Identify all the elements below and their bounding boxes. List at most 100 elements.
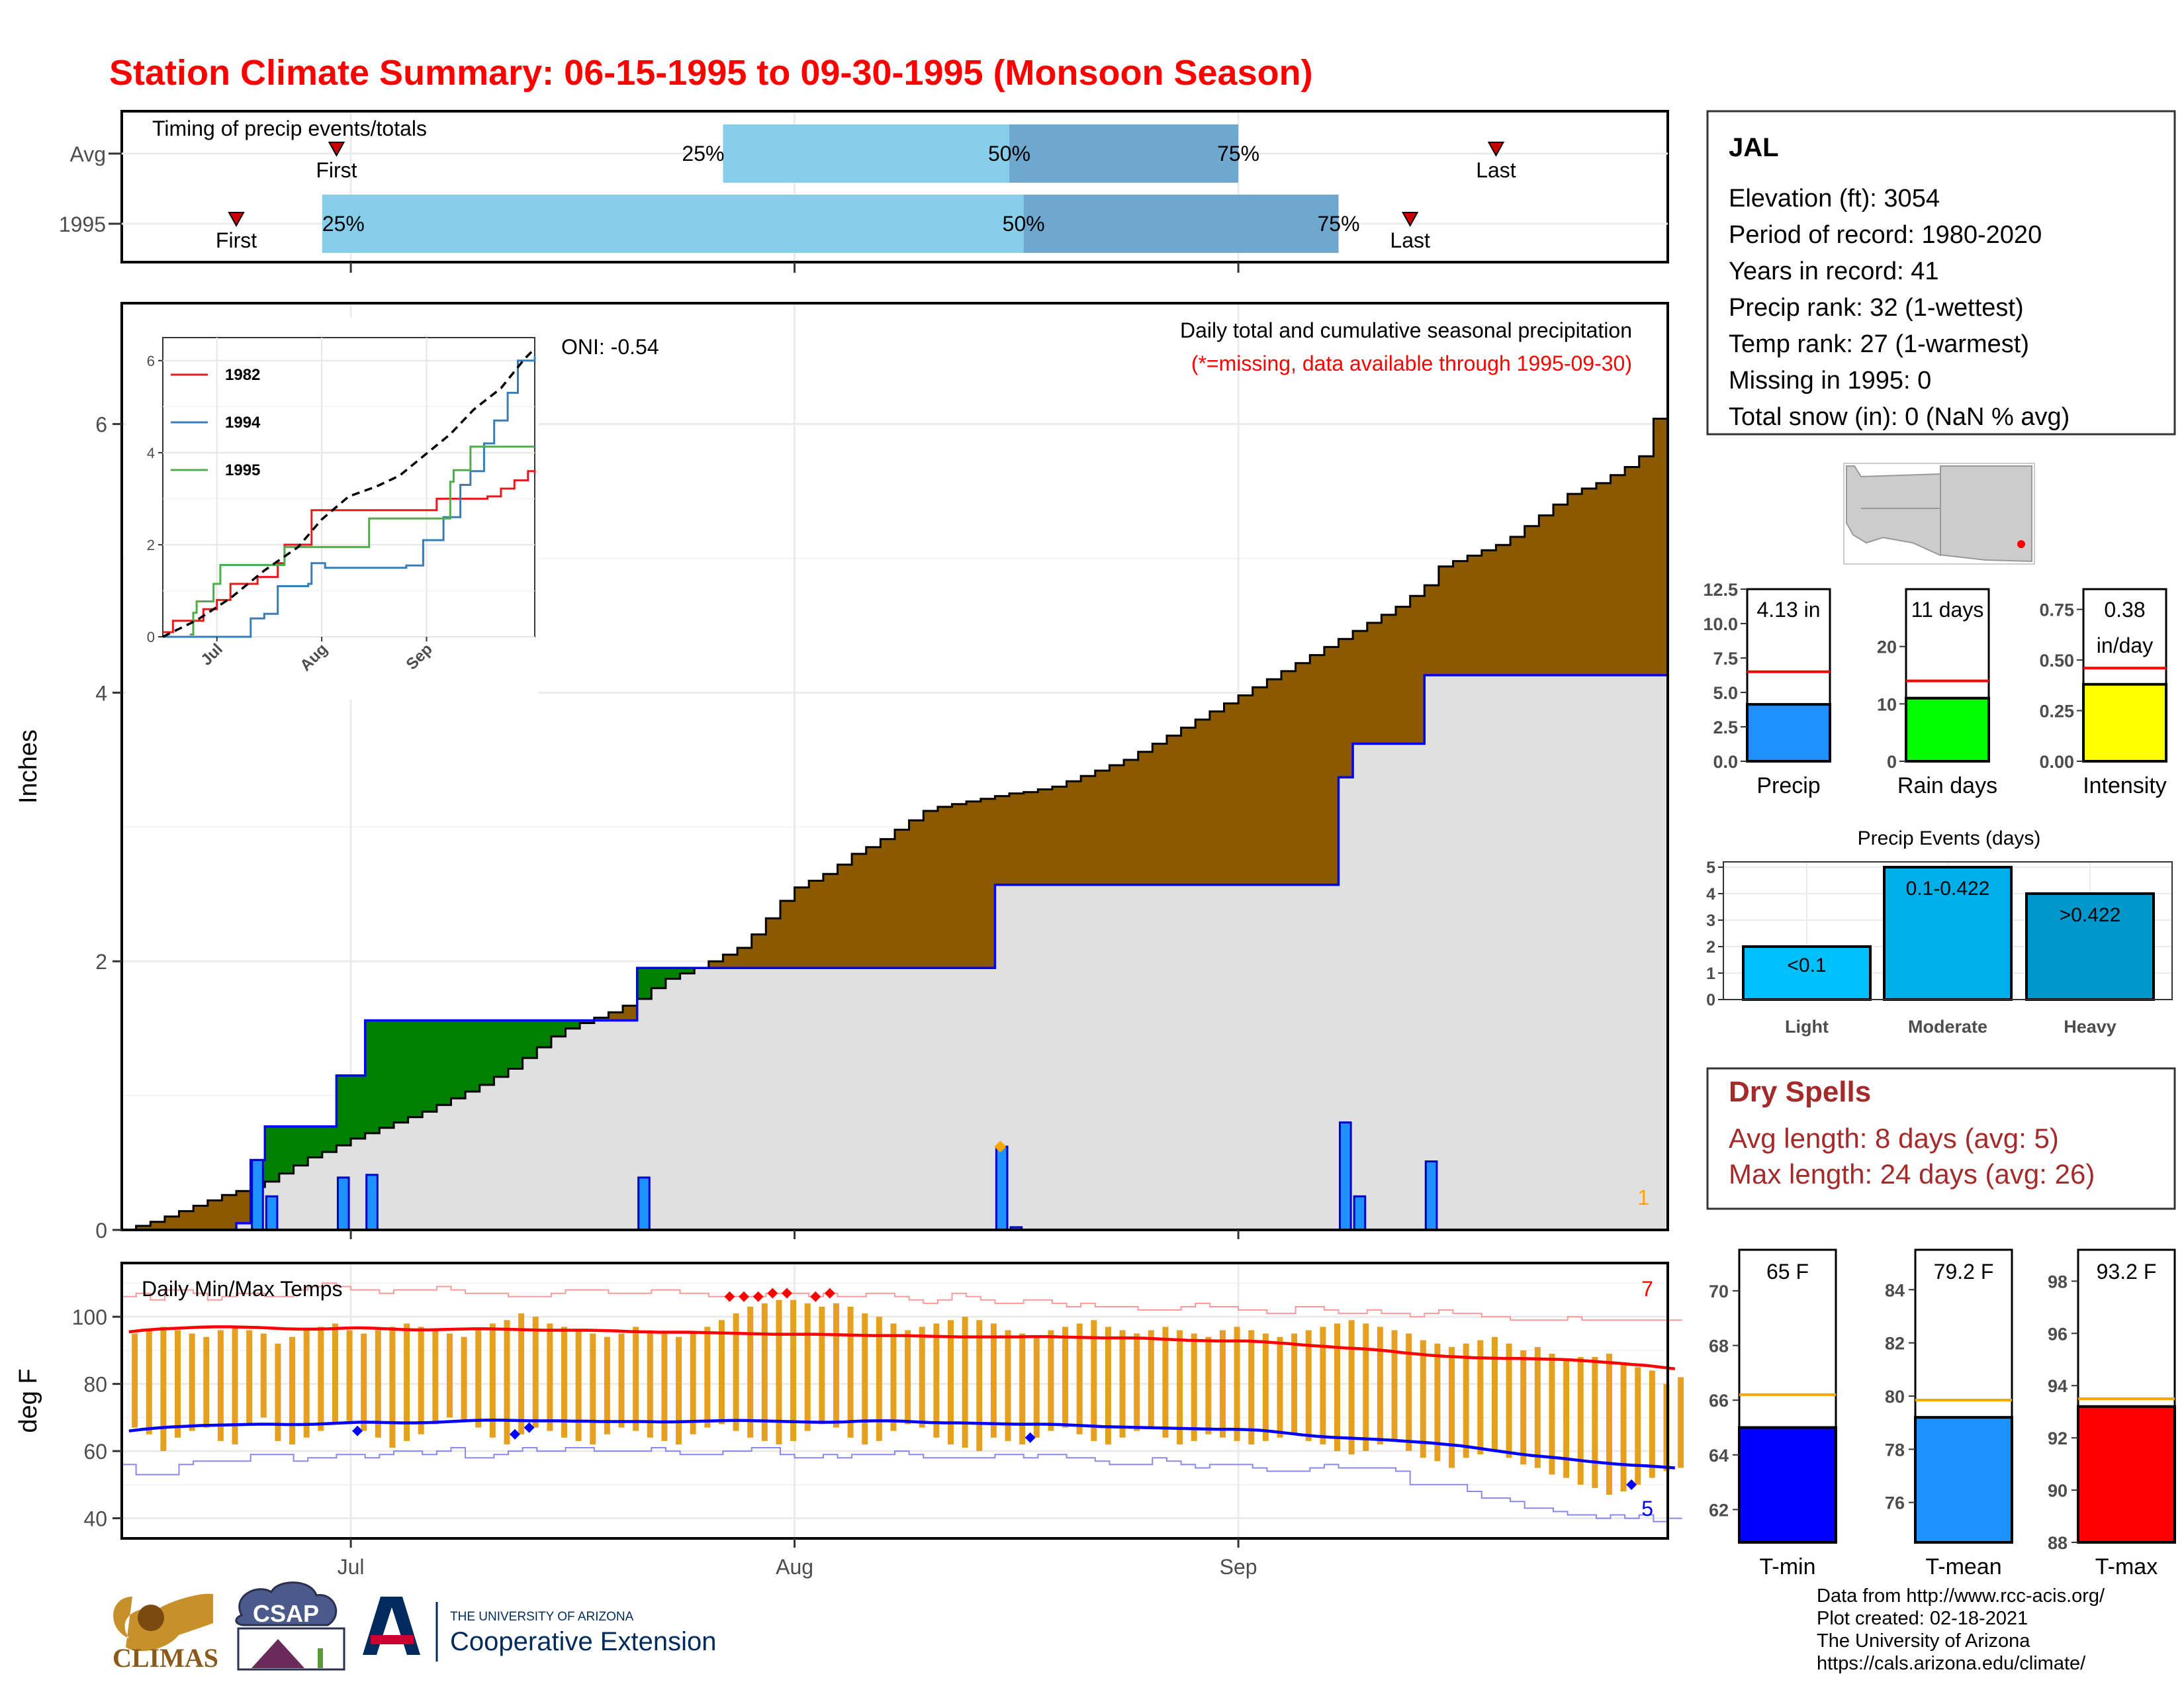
cum-behind-fill	[1038, 789, 1053, 885]
cum-below-fill	[1181, 884, 1196, 1230]
temp-x-tick-label: Aug	[776, 1555, 813, 1579]
last-event-marker	[1401, 212, 1419, 227]
mini-bar-value-label: 4.13 in	[1756, 598, 1820, 622]
cum-behind-fill	[966, 801, 981, 968]
station-info: JAL Elevation (ft): 3054 Period of record:…	[1706, 110, 2176, 436]
cum-below-fill	[1381, 743, 1396, 1230]
y-tick-label: 0	[95, 1219, 107, 1243]
cum-below-fill	[1567, 675, 1582, 1230]
cum-behind-fill	[1310, 655, 1325, 885]
mini-bar-tick-label: 0.50	[2039, 651, 2074, 671]
dry-spells-title: Dry Spells	[1729, 1076, 1871, 1108]
cum-below-fill	[1625, 675, 1640, 1230]
cum-below-fill	[393, 1122, 409, 1230]
cum-ahead-fill	[322, 1126, 337, 1152]
mini-bar-value	[1905, 696, 1990, 763]
cum-ahead-fill	[508, 1020, 523, 1069]
mini-bar-tick-label: 5.0	[1713, 683, 1738, 703]
temp-y-tick-label: 60	[83, 1440, 107, 1464]
timing-p75-label: 75%	[1317, 212, 1359, 236]
cum-behind-fill	[1124, 759, 1139, 885]
mini-bar-value	[1746, 703, 1831, 763]
ua-logo-small-text: THE UNIVERSITY OF ARIZONA	[450, 1610, 634, 1624]
cum-behind-fill	[1481, 550, 1496, 676]
cum-behind-fill	[1582, 489, 1597, 676]
cum-behind-fill	[193, 1205, 208, 1230]
cum-below-fill	[1081, 884, 1096, 1230]
temp-y-tick-label: 40	[83, 1507, 107, 1531]
footer: Data from http://www.rcc-acis.org/Plot c…	[1817, 1585, 2105, 1674]
cum-behind-fill	[1023, 792, 1038, 885]
cum-below-fill	[594, 1020, 609, 1230]
cum-ahead-fill	[265, 1126, 280, 1182]
cum-behind-fill	[937, 806, 953, 968]
location-map	[1843, 463, 2035, 565]
station-line: Years in record: 41	[1729, 258, 1939, 285]
cum-below-fill	[1252, 884, 1267, 1230]
cum-behind-fill	[1066, 781, 1081, 885]
cum-below-fill	[1310, 884, 1325, 1230]
cum-behind-fill	[1424, 585, 1439, 676]
cum-behind-fill	[895, 829, 910, 968]
mini-bar-tick-label: 0.00	[2039, 752, 2074, 772]
event-category-label: Moderate	[1908, 1017, 1987, 1037]
cum-below-fill	[322, 1152, 337, 1230]
dry-spells-avg: Avg length: 8 days (avg: 5)	[1729, 1123, 2059, 1154]
station-line: Elevation (ft): 3054	[1729, 185, 1940, 212]
cum-below-fill	[1438, 675, 1454, 1230]
mini-bar-label: Rain days	[1897, 773, 1997, 798]
cum-below-fill	[494, 1076, 509, 1230]
cum-below-fill	[451, 1098, 466, 1230]
cum-behind-fill	[923, 810, 938, 968]
cum-below-fill	[680, 973, 695, 1230]
temp-bar-tick-label: 68	[1709, 1336, 1729, 1356]
cum-below-fill	[1095, 884, 1110, 1230]
cum-behind-fill	[222, 1195, 237, 1230]
logos: CLIMAS CSAP THE UNIVERSITY OF ARIZONA Coope…	[113, 1581, 716, 1673]
cum-behind-fill	[1152, 743, 1167, 885]
cum-behind-fill	[1524, 526, 1539, 676]
last-event-label: Last	[1476, 158, 1516, 182]
record-low-marker	[1626, 1479, 1637, 1490]
csap-logo-cactus	[318, 1648, 323, 1668]
cum-below-fill	[1582, 675, 1597, 1230]
cum-behind-fill	[1539, 515, 1554, 676]
mini-bar-value-label: 11 days	[1911, 598, 1984, 622]
timing-label: Timing of precip events/totals	[152, 117, 427, 140]
temp-x-tick-label: Sep	[1220, 1555, 1257, 1579]
record-low-marker	[523, 1422, 535, 1433]
cum-behind-fill	[1224, 703, 1239, 885]
event-bar-label: >0.422	[2060, 904, 2121, 926]
first-event-label: First	[216, 228, 257, 252]
cum-behind-fill	[995, 796, 1010, 885]
cum-behind-fill	[1052, 786, 1068, 885]
mini-bar-tick-label: 0	[1887, 752, 1897, 772]
cum-below-fill	[966, 968, 981, 1230]
cum-behind-fill	[766, 918, 781, 968]
temp-x-tick-label: Jul	[338, 1555, 365, 1579]
cum-behind-fill	[1009, 793, 1024, 885]
cum-below-fill	[308, 1157, 323, 1230]
cum-below-fill	[823, 968, 838, 1230]
cum-behind-fill	[852, 853, 867, 968]
cum-below-fill	[1038, 884, 1053, 1230]
temp-bar-tick-label: 70	[1709, 1282, 1729, 1301]
cum-below-fill	[651, 988, 666, 1230]
page-title: Station Climate Summary: 06-15-1995 to 0…	[109, 53, 1313, 93]
cum-behind-fill	[823, 874, 838, 968]
cum-below-fill	[937, 968, 953, 1230]
events-tick-label: 2	[1706, 938, 1715, 957]
inset-line-avg	[162, 348, 536, 638]
cum-ahead-fill	[308, 1126, 323, 1158]
events-title: Precip Events (days)	[1858, 827, 2041, 849]
y-tick-label: 2	[95, 950, 107, 974]
cum-below-fill	[809, 968, 824, 1230]
climas-logo-text: CLIMAS	[113, 1643, 218, 1673]
temp-bar-value	[2077, 1405, 2176, 1544]
cum-below-fill	[866, 968, 881, 1230]
record-high-marker	[781, 1288, 792, 1299]
mini-bar-label: Intensity	[2083, 773, 2167, 798]
event-bar-label: <0.1	[1787, 955, 1826, 976]
climas-logo-sun	[138, 1605, 164, 1631]
timing-bar-50-75	[1009, 124, 1239, 183]
